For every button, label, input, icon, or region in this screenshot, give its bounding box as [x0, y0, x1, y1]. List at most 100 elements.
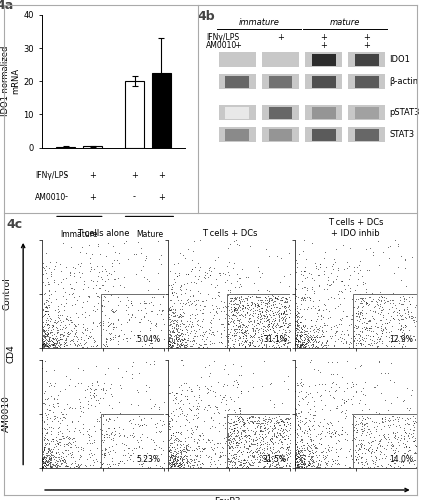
Point [224, 342, 230, 350]
Point [309, 340, 315, 347]
Point [283, 462, 290, 469]
Point [168, 416, 175, 424]
Point [361, 420, 368, 428]
Point [75, 340, 82, 348]
Point [41, 458, 48, 466]
Point [298, 408, 305, 416]
Point [263, 299, 270, 307]
Point [237, 460, 244, 468]
Point [270, 320, 277, 328]
Point [378, 448, 384, 456]
Point [280, 426, 286, 434]
Point [195, 458, 201, 466]
Point [242, 328, 248, 336]
Point [266, 334, 272, 342]
Point [250, 318, 257, 326]
Point [167, 454, 173, 462]
Point [184, 456, 191, 464]
Point [361, 420, 368, 428]
Point [178, 438, 185, 446]
Point [258, 316, 264, 324]
Point [168, 448, 174, 456]
Point [267, 325, 274, 333]
Point [75, 260, 82, 268]
Point [298, 453, 305, 461]
Point [249, 418, 256, 426]
Point [273, 339, 280, 347]
Point [403, 332, 410, 340]
Point [168, 434, 174, 442]
Point [131, 432, 138, 440]
Point [111, 431, 117, 439]
Point [104, 335, 111, 343]
Point [184, 458, 190, 466]
Point [177, 460, 184, 468]
Point [240, 332, 246, 340]
Point [73, 309, 80, 317]
Point [170, 338, 177, 346]
Point [49, 334, 56, 342]
Point [266, 317, 272, 325]
Point [136, 422, 142, 430]
Point [229, 434, 236, 442]
Point [183, 286, 189, 294]
Point [313, 432, 320, 440]
Point [40, 339, 46, 347]
Point [343, 312, 350, 320]
Point [306, 294, 313, 302]
Point [106, 268, 113, 276]
Point [327, 312, 333, 320]
Point [39, 416, 45, 424]
Point [273, 320, 280, 328]
Point [193, 382, 200, 390]
Point [280, 306, 287, 314]
Point [157, 428, 163, 436]
Point [119, 439, 125, 447]
Point [252, 330, 259, 338]
Point [362, 419, 369, 427]
Point [285, 304, 292, 312]
Point [231, 460, 238, 468]
Point [42, 307, 49, 315]
Point [244, 424, 250, 432]
Point [405, 429, 412, 437]
Point [318, 440, 325, 448]
Point [226, 428, 233, 436]
Point [176, 443, 183, 451]
Point [211, 450, 218, 458]
Point [224, 306, 231, 314]
Point [258, 430, 265, 438]
Point [397, 296, 404, 304]
Point [80, 329, 87, 337]
Point [276, 418, 283, 426]
Point [237, 298, 244, 306]
Point [246, 431, 253, 439]
Point [127, 450, 133, 458]
Point [44, 396, 51, 404]
Point [144, 449, 151, 457]
Point [43, 262, 50, 270]
Point [111, 256, 117, 264]
Point [362, 325, 369, 333]
Point [169, 309, 176, 317]
Point [312, 444, 319, 452]
Point [179, 306, 186, 314]
Point [91, 436, 97, 444]
Point [265, 252, 272, 260]
Point [99, 436, 105, 444]
Point [252, 329, 259, 337]
Point [138, 315, 144, 323]
Point [378, 337, 385, 345]
Point [228, 461, 235, 469]
Point [230, 340, 237, 347]
Point [258, 420, 265, 428]
Point [43, 274, 50, 282]
Point [101, 302, 107, 310]
Point [294, 434, 301, 442]
Point [263, 456, 270, 464]
Point [304, 444, 310, 452]
Point [59, 456, 65, 464]
Point [225, 271, 232, 279]
Point [39, 412, 45, 420]
Point [127, 431, 133, 439]
